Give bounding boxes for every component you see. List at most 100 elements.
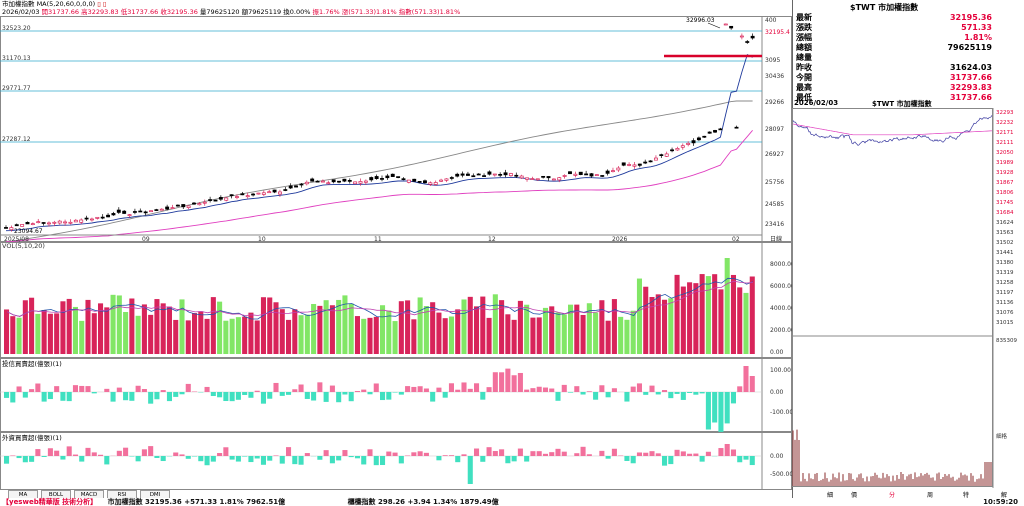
candle (235, 196, 239, 198)
intraday-yaxis-label: 32171 (996, 130, 1014, 136)
trust-bar (380, 392, 386, 401)
candle (84, 217, 89, 220)
volume-bar (405, 300, 411, 354)
foreign-bar (123, 447, 129, 456)
volume-bar (329, 305, 335, 354)
volume-bar (229, 318, 235, 354)
volume-bar (311, 303, 317, 354)
foreign-bar (718, 448, 724, 456)
trust-bar (524, 389, 530, 392)
vol-yaxis-label: 4000.00 (770, 305, 792, 312)
vol-ma5-line (6, 277, 754, 320)
trust-bar (724, 392, 730, 424)
trust-netbuy-chart[interactable]: 100.00 0.00 -100.00 (0, 358, 792, 432)
foreign-bar (611, 448, 617, 456)
vol-frame (0, 242, 792, 358)
foreign-bar (743, 456, 749, 460)
foreign-bar (217, 453, 223, 456)
foreign-bar (749, 456, 755, 466)
intraday-price-line (792, 115, 993, 146)
volume-bar (35, 313, 41, 354)
trust-bar (737, 386, 743, 392)
foreign-bar (361, 456, 367, 465)
candle (353, 181, 358, 185)
foreign-bar (141, 449, 147, 456)
right-tab[interactable]: 特 (962, 492, 969, 499)
trust-bar (323, 392, 329, 402)
volume-bar (655, 294, 661, 354)
quote-value: 79625119 (947, 43, 992, 52)
trust-bar (486, 387, 492, 392)
ind2-title: 外資買賣超(億張)(1) (2, 434, 62, 442)
candle (154, 209, 159, 211)
foreign-bar (198, 456, 204, 462)
foreign-bar (348, 456, 354, 458)
foreign-bar (4, 456, 10, 464)
candle (138, 210, 143, 213)
volume-bar (348, 303, 354, 354)
foreign-netbuy-chart[interactable]: 0.00 -500.00 (0, 432, 792, 490)
volume-bar (718, 289, 724, 354)
right-tab[interactable]: 分 (888, 492, 895, 499)
trust-bar (16, 386, 22, 392)
quote-value: 1.81% (964, 33, 992, 42)
trust-bar (649, 385, 655, 392)
trust-bar (160, 390, 166, 392)
volume-bar (448, 316, 454, 354)
quote-row-item: 總量 (796, 52, 994, 63)
candle (632, 164, 637, 167)
quote-high: 高32293.83 (81, 8, 119, 16)
foreign-bar (630, 456, 636, 464)
trust-bar (436, 387, 442, 392)
right-tab[interactable]: 價 (850, 492, 857, 499)
volume-bar (455, 309, 461, 354)
candle (492, 173, 497, 176)
candle (261, 192, 266, 195)
quote-value: 32293.83 (949, 83, 992, 92)
candle (245, 195, 250, 198)
ma-indicator[interactable]: MA(5,20,60,0,0,0) (36, 0, 96, 8)
volume-bar (116, 295, 122, 354)
right-tab[interactable]: 解 (1000, 492, 1007, 499)
trust-bar (210, 392, 216, 397)
yaxis-label: 25756 (765, 179, 784, 186)
trust-bar (474, 383, 480, 392)
right-tab[interactable]: 細 (826, 492, 833, 499)
candlestick-chart[interactable]: 32523.20 31170.13 29771.77 27287.12 32996.03… (0, 16, 792, 242)
vol-yaxis-label: 2000.00 (770, 327, 792, 334)
volume-chart[interactable]: 8000.00 6000.00 4000.00 2000.00 0.00 (0, 242, 792, 358)
candle (390, 173, 395, 177)
candle (213, 199, 218, 202)
toolbar-icons[interactable]: ▯ ▯ (97, 0, 107, 8)
intraday-chart[interactable]: 32293 32232 32171 32111 32050 31989 31928 31867… (792, 108, 1024, 488)
candle (594, 174, 599, 176)
yaxis-label: 3095 (765, 57, 780, 64)
trust-bar (398, 392, 404, 395)
trust-bar (505, 368, 511, 392)
trust-bar (568, 392, 574, 393)
trust-bar (699, 392, 705, 394)
xaxis-label: 10 (258, 236, 266, 242)
right-tab[interactable]: 周 (926, 492, 933, 499)
volume-bar (530, 317, 536, 354)
trust-bar (273, 382, 279, 392)
trust-bar (336, 392, 342, 403)
foreign-bar (47, 448, 53, 456)
candle (428, 182, 433, 185)
candle (503, 172, 508, 176)
candle (750, 35, 755, 39)
volume-bar (749, 276, 755, 354)
candle (659, 154, 664, 156)
volume-bar (411, 319, 417, 354)
ind1-yaxis-label: -100.00 (770, 409, 792, 416)
volume-bar (593, 312, 599, 354)
volume-bar (398, 301, 404, 354)
foreign-bar (267, 456, 273, 461)
volume-bar (54, 313, 60, 354)
candle (79, 219, 84, 223)
vol-yaxis-label: 8000.00 (770, 261, 792, 268)
candle (240, 193, 245, 196)
volume-bar (574, 304, 580, 354)
volume-bar (242, 316, 248, 354)
candle (702, 135, 707, 138)
